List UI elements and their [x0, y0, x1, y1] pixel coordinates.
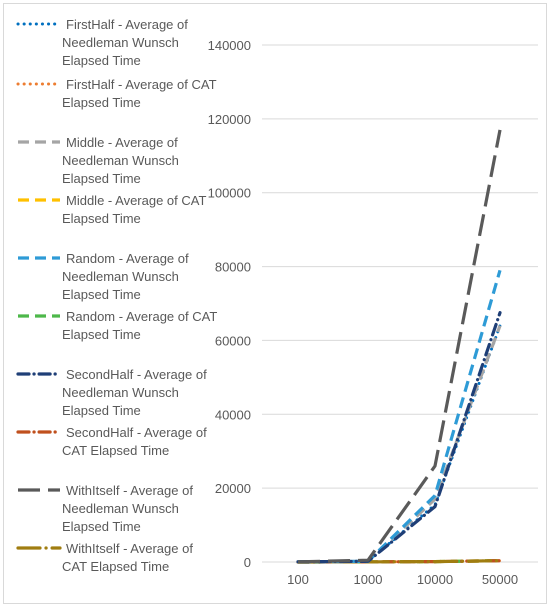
y-tick-label: 80000	[215, 260, 251, 275]
legend: FirstHalf - Average of Needleman Wunsch El…	[16, 17, 217, 574]
legend-label: Needleman Wunsch	[62, 501, 179, 516]
legend-entry: FirstHalf - Average of CAT Elapsed Time	[16, 77, 217, 110]
legend-label: Needleman Wunsch	[62, 385, 179, 400]
y-axis: 0 20000 40000 60000 80000 100000 120000 140000	[208, 38, 251, 570]
y-tick-label: 0	[244, 555, 251, 570]
legend-entry: Middle - Average of CAT Elapsed Time	[18, 193, 206, 226]
legend-label: Elapsed Time	[62, 53, 141, 68]
series-line-1	[296, 324, 502, 564]
legend-label: WithItself - Average of	[66, 483, 193, 498]
y-tick-label: 60000	[215, 333, 251, 348]
y-tick-label: 140000	[208, 38, 251, 53]
y-tick-label: 120000	[208, 112, 251, 127]
legend-label: Elapsed Time	[62, 327, 141, 342]
legend-label: Elapsed Time	[62, 95, 141, 110]
series-line-7	[296, 311, 502, 564]
legend-label: CAT Elapsed Time	[62, 559, 169, 574]
legend-entry: FirstHalf - Average of Needleman Wunsch El…	[16, 17, 188, 68]
legend-label: Elapsed Time	[62, 211, 141, 226]
x-tick-label: 1000	[354, 572, 383, 587]
legend-label: CAT Elapsed Time	[62, 443, 169, 458]
legend-label: Elapsed Time	[62, 403, 141, 418]
legend-label: FirstHalf - Average of	[66, 17, 188, 32]
legend-label: Random - Average of CAT	[66, 309, 217, 324]
legend-label: Needleman Wunsch	[62, 269, 179, 284]
series-line-9	[297, 129, 502, 564]
chart-frame	[3, 3, 547, 604]
legend-entry: WithItself - Average of CAT Elapsed Time	[16, 541, 193, 574]
legend-label: Middle - Average of CAT	[66, 193, 206, 208]
series-lines	[296, 129, 502, 564]
legend-label: Elapsed Time	[62, 287, 141, 302]
legend-label: Elapsed Time	[62, 519, 141, 534]
legend-label: FirstHalf - Average of CAT	[66, 77, 217, 92]
legend-label: SecondHalf - Average of	[66, 367, 207, 382]
legend-entry: Random - Average of Needleman Wunsch Elaps…	[18, 251, 189, 302]
legend-label: Elapsed Time	[62, 171, 141, 186]
legend-entry: Middle - Average of Needleman Wunsch Elaps…	[18, 135, 179, 186]
legend-entry: SecondHalf - Average of Needleman Wunsch E…	[16, 367, 207, 418]
legend-label: Random - Average of	[66, 251, 189, 266]
y-tick-label: 20000	[215, 481, 251, 496]
y-tick-label: 40000	[215, 407, 251, 422]
y-tick-label: 100000	[208, 186, 251, 201]
legend-label: Needleman Wunsch	[62, 153, 179, 168]
gridlines	[262, 44, 538, 563]
x-tick-label: 100	[287, 572, 309, 587]
x-axis: 100 1000 10000 50000	[287, 572, 518, 587]
legend-label: SecondHalf - Average of	[66, 425, 207, 440]
legend-entry: WithItself - Average of Needleman Wunsch E…	[18, 483, 193, 534]
x-tick-label: 10000	[417, 572, 453, 587]
legend-label: Middle - Average of	[66, 135, 178, 150]
legend-label: Needleman Wunsch	[62, 35, 179, 50]
x-tick-label: 50000	[482, 572, 518, 587]
legend-label: WithItself - Average of	[66, 541, 193, 556]
series-line-3	[297, 325, 502, 564]
legend-entry: Random - Average of CAT Elapsed Time	[18, 309, 217, 342]
legend-entry: SecondHalf - Average of CAT Elapsed Time	[16, 425, 207, 458]
